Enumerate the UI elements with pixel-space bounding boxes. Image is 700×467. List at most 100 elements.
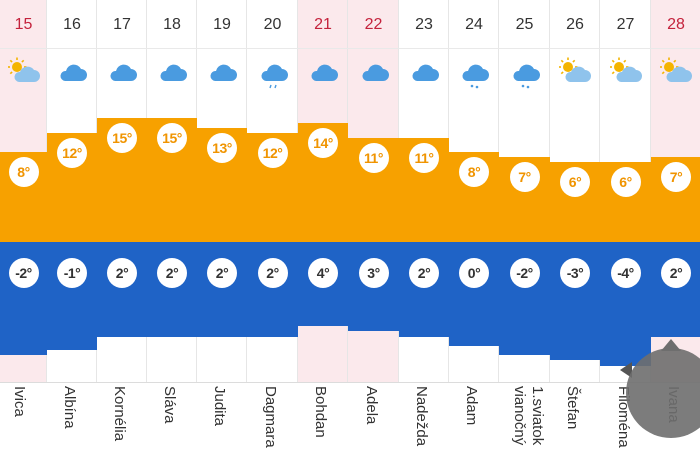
- day-date: 22: [364, 16, 383, 33]
- min-temp-label: -2°: [509, 258, 540, 288]
- name-day-text: Adam: [463, 386, 480, 426]
- min-temp-label: 2°: [661, 258, 691, 288]
- day-date: 17: [113, 16, 131, 33]
- max-temp-label: 11°: [358, 143, 389, 173]
- name-day-label: Štefan: [560, 386, 584, 456]
- max-temp-label: 13°: [207, 133, 237, 163]
- name-day-text-line2: vianočný: [511, 386, 528, 446]
- day-column[interactable]: 20 12° 2° Dagmara: [247, 0, 298, 467]
- min-temp-bar: 2°: [651, 242, 700, 337]
- name-day-text: Dagmara: [262, 386, 279, 448]
- min-temp-label: 2°: [207, 258, 237, 288]
- day-column[interactable]: 17 15° 2° Kornélia: [97, 0, 147, 467]
- name-day-text: 1.sviatok: [529, 386, 546, 446]
- day-date: 26: [566, 16, 584, 33]
- min-temp-label: 0°: [459, 258, 489, 288]
- max-temp-label: 7°: [509, 162, 540, 192]
- name-day-text: Judita: [211, 386, 228, 427]
- day-column[interactable]: 15 8° -2° Ivica: [0, 0, 47, 467]
- day-column[interactable]: 287°2°Ivana: [651, 0, 700, 467]
- min-temp-bar: -2°: [0, 242, 47, 355]
- rain-cloud-icon: [247, 48, 298, 99]
- name-day-text: Adela: [363, 386, 380, 425]
- cloud-icon: [348, 48, 399, 99]
- day-column[interactable]: 26 6° -3° Štefan: [550, 0, 600, 467]
- min-temp-bar: 0°: [449, 242, 499, 346]
- name-day-text: Štefan: [564, 386, 581, 430]
- min-temp-bar: -4°: [600, 242, 651, 366]
- min-temp-bar: -1°: [47, 242, 97, 350]
- max-temp-bar: 11°: [348, 138, 399, 242]
- name-day-label: Nadežda: [409, 386, 433, 456]
- min-temp-bar: 2°: [97, 242, 147, 337]
- min-temp-label: 2°: [409, 258, 439, 288]
- day-column[interactable]: 24 8° 0° Adam: [449, 0, 499, 467]
- cloud-icon: [197, 48, 247, 99]
- day-column[interactable]: 25 7° -2° 1.sviatok vianočný: [499, 0, 550, 467]
- day-date: 21: [314, 16, 332, 33]
- max-temp-label: 6°: [560, 167, 590, 197]
- max-temp-bar: 8°: [0, 152, 47, 242]
- max-temp-label: 6°: [610, 167, 641, 197]
- day-column[interactable]: 22 11° 3° Adela: [348, 0, 399, 467]
- name-day-label: Dagmara: [258, 386, 282, 456]
- name-day-text: Sláva: [161, 386, 178, 424]
- max-temp-bar: 11°: [399, 138, 449, 242]
- name-day-label: Adela: [359, 386, 383, 456]
- day-column[interactable]: 19 13° 2° Judita: [197, 0, 247, 467]
- max-temp-label: 15°: [107, 123, 137, 153]
- max-temp-label: 8°: [8, 157, 39, 187]
- min-temp-bar: 2°: [247, 242, 298, 337]
- sun-cloud-icon: [651, 48, 700, 99]
- min-temp-label: 4°: [308, 258, 338, 288]
- day-date: 20: [263, 16, 282, 33]
- min-temp-label: 2°: [257, 258, 288, 288]
- scroll-handle[interactable]: [626, 348, 700, 438]
- name-day-label: Judita: [207, 386, 231, 456]
- cloud-icon: [399, 48, 449, 99]
- name-day-label: 1.sviatok vianočný: [506, 386, 546, 456]
- day-date: 19: [213, 16, 231, 33]
- min-temp-bar: 4°: [298, 242, 348, 326]
- max-temp-label: 7°: [661, 162, 691, 192]
- snow-cloud-icon: [499, 48, 550, 99]
- day-column[interactable]: 16 12° -1° Albína: [47, 0, 97, 467]
- day-column[interactable]: 27 6° -4° Filoména: [600, 0, 651, 467]
- max-temp-bar: 13°: [197, 128, 247, 242]
- max-temp-bar: 6°: [600, 162, 651, 242]
- sun-cloud-icon: [600, 48, 651, 99]
- day-column[interactable]: 23 11° 2° Nadežda: [399, 0, 449, 467]
- max-temp-bar: 6°: [550, 162, 600, 242]
- cloud-icon: [97, 48, 147, 99]
- name-day-label: Ivica: [7, 386, 31, 456]
- day-date: 23: [415, 16, 433, 33]
- min-temp-label: 2°: [107, 258, 137, 288]
- name-day-label: Adam: [459, 386, 483, 456]
- snow-cloud-icon: [449, 48, 499, 99]
- min-temp-label: -3°: [560, 258, 590, 288]
- cloud-icon: [147, 48, 197, 99]
- day-column[interactable]: 18 15° 2° Sláva: [147, 0, 197, 467]
- max-temp-bar: 12°: [247, 133, 298, 242]
- min-temp-label: 2°: [157, 258, 187, 288]
- day-date: 15: [14, 16, 33, 33]
- day-date: 28: [667, 16, 685, 33]
- max-temp-bar: 7°: [499, 157, 550, 242]
- name-day-text: Ivica: [11, 386, 28, 417]
- day-date: 24: [465, 16, 483, 33]
- min-temp-bar: -3°: [550, 242, 600, 360]
- day-date: 18: [163, 16, 181, 33]
- max-temp-label: 15°: [157, 123, 187, 153]
- min-temp-label: -4°: [610, 258, 641, 288]
- name-day-label: Sláva: [157, 386, 181, 456]
- name-day-text: Bohdan: [312, 386, 329, 438]
- max-temp-label: 8°: [459, 157, 489, 187]
- name-day-label: Bohdan: [308, 386, 332, 456]
- day-column[interactable]: 21 14° 4° Bohdan: [298, 0, 348, 467]
- max-temp-bar: 14°: [298, 123, 348, 242]
- min-temp-bar: 2°: [147, 242, 197, 337]
- min-temp-label: -2°: [8, 258, 39, 288]
- min-temp-bar: 2°: [197, 242, 247, 337]
- day-date: 27: [616, 16, 635, 33]
